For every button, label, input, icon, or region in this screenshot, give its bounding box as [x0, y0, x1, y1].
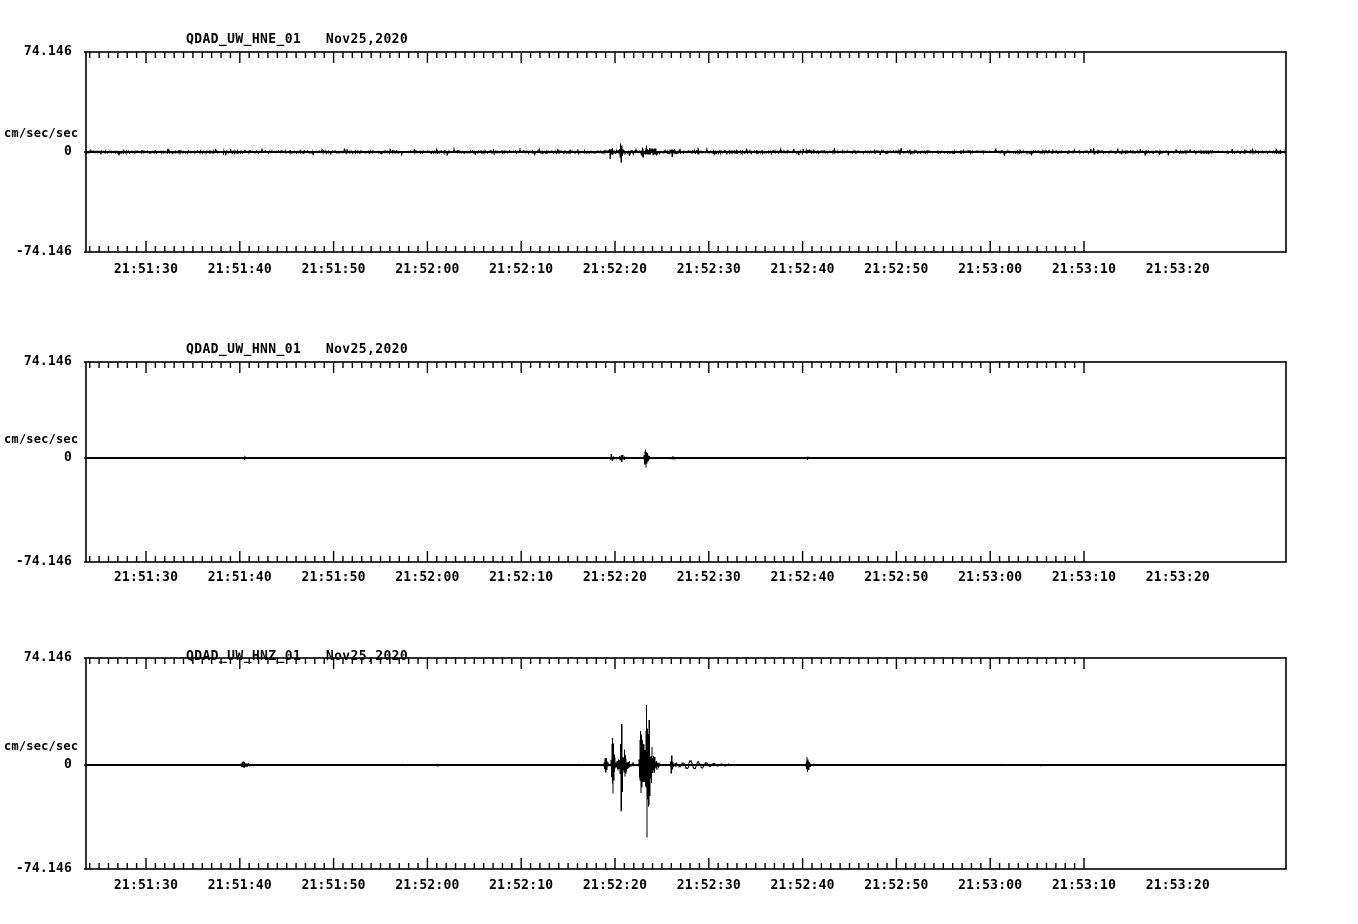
y-axis-ticks — [84, 657, 86, 870]
x-tick-label-hnz-7: 21:52:40 — [770, 878, 835, 893]
x-tick-label-hnn-9: 21:53:00 — [958, 570, 1023, 585]
y-tick-top-hnn: 74.146 — [23, 354, 72, 369]
x-tick-label-hne-10: 21:53:10 — [1051, 262, 1117, 277]
x-tick-label-hne-6: 21:52:30 — [676, 262, 741, 277]
y-axis-ticks — [84, 51, 86, 253]
y-axis-ticks — [84, 361, 86, 563]
x-tick-label-hnn-6: 21:52:30 — [676, 570, 741, 585]
y-axis-units-label-hnz: cm/sec/sec — [4, 739, 79, 753]
waveform-trace-hnz — [85, 704, 1286, 838]
x-tick-label-hnz-0: 21:51:30 — [113, 878, 179, 893]
plot-area-hnz — [84, 657, 1287, 870]
waveform-trace-overlay-hnz — [85, 704, 1286, 838]
x-tick-label-hnz-2: 21:51:50 — [301, 878, 366, 893]
x-tick-label-hne-1: 21:51:40 — [207, 262, 272, 277]
panel-title-hnn: QDAD_UW_HNN_01 Nov25,2020 — [186, 342, 409, 357]
x-tick-label-hne-7: 21:52:40 — [770, 262, 835, 277]
y-tick-bottom-hne: -74.146 — [15, 244, 72, 259]
x-tick-label-hnz-1: 21:51:40 — [207, 878, 272, 893]
waveform-trace-overlay-hne — [85, 143, 1286, 163]
x-tick-label-hne-3: 21:52:00 — [395, 262, 460, 277]
x-tick-label-hnz-11: 21:53:20 — [1145, 878, 1210, 893]
y-tick-top-hnz: 74.146 — [23, 650, 72, 665]
x-tick-label-hne-8: 21:52:50 — [864, 262, 929, 277]
x-tick-label-hnn-1: 21:51:40 — [207, 570, 272, 585]
x-tick-label-hnz-10: 21:53:10 — [1051, 878, 1117, 893]
plot-area-hne — [84, 51, 1287, 253]
x-tick-label-hne-0: 21:51:30 — [113, 262, 179, 277]
x-tick-label-hnz-9: 21:53:00 — [958, 878, 1023, 893]
x-tick-label-hnz-4: 21:52:10 — [489, 878, 554, 893]
x-tick-label-hnn-5: 21:52:20 — [582, 570, 648, 585]
y-axis-units-label-hnn: cm/sec/sec — [4, 432, 79, 446]
x-tick-label-hnn-7: 21:52:40 — [770, 570, 835, 585]
x-tick-label-hnn-8: 21:52:50 — [864, 570, 929, 585]
x-tick-label-hne-5: 21:52:20 — [582, 262, 648, 277]
axis-ticks — [89, 362, 1085, 562]
x-tick-label-hnn-0: 21:51:30 — [113, 570, 179, 585]
y-tick-zero-hne: 0 — [63, 144, 72, 159]
panel-title-hnz: QDAD_UW_HNZ_01 Nov25,2020 — [186, 649, 409, 664]
panel-title-hne: QDAD_UW_HNE_01 Nov25,2020 — [186, 32, 409, 47]
x-tick-label-hnz-6: 21:52:30 — [676, 878, 741, 893]
x-tick-label-hnn-10: 21:53:10 — [1051, 570, 1117, 585]
y-axis-units-label-hne: cm/sec/sec — [4, 126, 79, 140]
x-tick-label-hnz-5: 21:52:20 — [582, 878, 648, 893]
x-tick-label-hnn-3: 21:52:00 — [395, 570, 460, 585]
y-tick-zero-hnn: 0 — [63, 450, 72, 465]
x-tick-label-hnz-3: 21:52:00 — [395, 878, 460, 893]
x-tick-label-hnn-11: 21:53:20 — [1145, 570, 1210, 585]
axis-ticks — [89, 658, 1085, 869]
plot-frame — [85, 657, 1287, 870]
y-tick-zero-hnz: 0 — [63, 757, 72, 772]
x-tick-label-hnn-4: 21:52:10 — [489, 570, 554, 585]
x-tick-label-hne-9: 21:53:00 — [958, 262, 1023, 277]
x-tick-label-hne-4: 21:52:10 — [489, 262, 554, 277]
x-tick-label-hnz-8: 21:52:50 — [864, 878, 929, 893]
x-tick-label-hne-2: 21:51:50 — [301, 262, 366, 277]
y-tick-bottom-hnz: -74.146 — [15, 861, 72, 876]
plot-frame — [85, 361, 1287, 563]
waveform-trace-overlay-hnn — [85, 449, 1286, 468]
y-tick-top-hne: 74.146 — [23, 44, 72, 59]
plot-area-hnn — [84, 361, 1287, 563]
axis-ticks — [89, 52, 1085, 252]
x-tick-label-hnn-2: 21:51:50 — [301, 570, 366, 585]
x-tick-label-hne-11: 21:53:20 — [1145, 262, 1210, 277]
y-tick-bottom-hnn: -74.146 — [15, 554, 72, 569]
